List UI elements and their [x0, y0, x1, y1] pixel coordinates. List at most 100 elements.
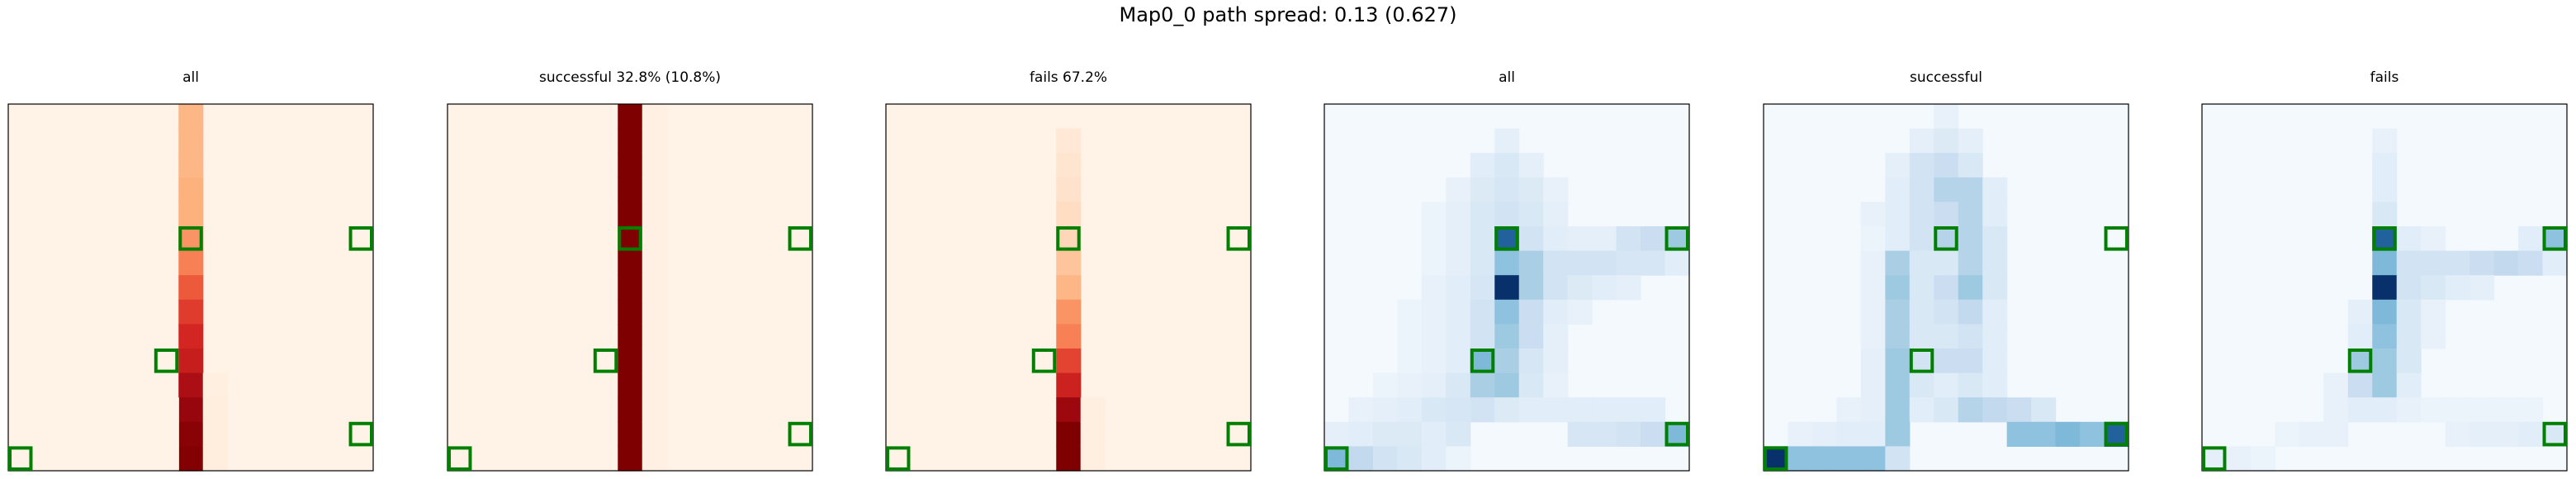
heatmap-cell	[2372, 177, 2398, 202]
marker-square	[2347, 349, 2373, 373]
heatmap-cell	[2542, 250, 2568, 276]
heatmap-cell	[1982, 372, 2008, 398]
heatmap-cell	[2421, 397, 2446, 423]
heatmap-cell	[618, 446, 643, 472]
heatmap-cell	[2372, 250, 2398, 276]
heatmap-cell	[618, 349, 643, 374]
heatmap-cell	[2396, 324, 2422, 349]
heatmap-cell	[2396, 226, 2422, 252]
heatmap-cell	[2518, 226, 2544, 252]
heatmap-cell	[178, 153, 204, 178]
heatmap-cell	[2518, 250, 2544, 276]
marker-square	[1470, 349, 1495, 373]
heatmap-cell	[1885, 226, 1911, 252]
heatmap-cell	[1909, 226, 1934, 252]
heatmap-panel-6: fails	[2201, 69, 2568, 472]
heatmap-cell	[1982, 202, 2008, 227]
heatmap-cell	[642, 372, 667, 398]
heatmap-cell	[202, 446, 228, 472]
heatmap-cell	[1958, 324, 1983, 349]
heatmap-cell	[1592, 275, 1617, 301]
heatmap-cell	[2421, 226, 2446, 252]
marker-square	[1031, 349, 1057, 373]
heatmap-cell	[1885, 349, 1911, 374]
heatmap-cell	[1934, 349, 1959, 374]
marker-square	[447, 446, 472, 472]
heatmap-cell	[1421, 421, 1447, 447]
heatmap-cell	[1958, 226, 1983, 252]
heatmap-cell	[1664, 226, 1690, 252]
heatmap-cell	[2006, 397, 2032, 423]
heatmap-cell	[1909, 324, 1934, 349]
heatmap-cell	[1518, 177, 1544, 202]
heatmap-panel-3: fails 67.2%	[885, 69, 1252, 472]
heatmap-cell	[2347, 349, 2373, 374]
heatmap-cell	[642, 349, 667, 374]
heatmap-cell	[1641, 397, 1666, 423]
heatmap-cell	[1909, 275, 1934, 301]
heatmap-cell	[1543, 397, 1569, 423]
heatmap-cell	[1494, 177, 1520, 202]
heatmap-panel-4: all	[1324, 69, 1690, 472]
plot-frame	[447, 103, 813, 472]
heatmap-cell	[1616, 275, 1641, 301]
panel-title: all	[1499, 69, 1515, 86]
heatmap-cell	[1470, 275, 1495, 301]
marker-square	[1226, 421, 1251, 447]
plot-frame	[885, 103, 1252, 472]
heatmap-cell	[618, 421, 643, 447]
marker-square	[886, 446, 911, 472]
heatmap-cell	[1056, 250, 1082, 276]
heatmap-cell	[178, 372, 204, 398]
heatmap-cell	[1518, 324, 1544, 349]
heatmap-cell	[1885, 275, 1911, 301]
heatmap-cell	[1934, 202, 1959, 227]
heatmap-cell	[1860, 446, 1886, 472]
heatmap-cell	[154, 421, 179, 447]
heatmap-cell	[1616, 421, 1641, 447]
heatmap-cell	[2323, 397, 2349, 423]
heatmap-cell	[178, 177, 204, 202]
heatmap-cell	[2372, 153, 2398, 178]
heatmap-cell	[1860, 324, 1886, 349]
heatmap-cell	[1421, 446, 1447, 472]
heatmap-cell	[1958, 153, 1983, 178]
marker-square	[618, 226, 642, 251]
heatmap-cell	[2396, 275, 2422, 301]
heatmap-cell	[1421, 202, 1447, 227]
heatmap-cell	[1421, 275, 1447, 301]
heatmap-cell	[1885, 177, 1911, 202]
heatmap-cell	[1860, 299, 1886, 325]
heatmap-cell	[1494, 397, 1520, 423]
heatmap-cell	[1056, 349, 1082, 374]
heatmap-cell	[1080, 446, 1106, 472]
heatmap-cell	[2396, 250, 2422, 276]
heatmap-cell	[1934, 128, 1959, 154]
heatmap-cell	[2518, 421, 2544, 447]
heatmap-cell	[1811, 446, 1837, 472]
heatmap-cell	[1470, 324, 1495, 349]
heatmap-cell	[1543, 372, 1569, 398]
heatmap-cell	[2347, 324, 2373, 349]
heatmap-cell	[1958, 275, 1983, 301]
heatmap-cell	[1885, 324, 1911, 349]
heatmap-cell	[1372, 421, 1398, 447]
heatmap-cell	[1421, 250, 1447, 276]
heatmap-cell	[2396, 372, 2422, 398]
heatmap-cell	[2372, 275, 2398, 301]
heatmap-cell	[1348, 397, 1374, 423]
heatmap-cell	[178, 250, 204, 276]
heatmap-cell	[1518, 275, 1544, 301]
heatmap-cell	[1518, 397, 1544, 423]
heatmap-cell	[154, 446, 179, 472]
heatmap-cell	[1860, 397, 1886, 423]
heatmap-cell	[2347, 372, 2373, 398]
heatmap-cell	[1470, 226, 1495, 252]
heatmap-cell	[1494, 372, 1520, 398]
heatmap-cell	[618, 372, 643, 398]
heatmap-cell	[1470, 202, 1495, 227]
heatmap-cell	[178, 226, 204, 252]
heatmap-cell	[1641, 421, 1666, 447]
heatmap-cell	[2421, 250, 2446, 276]
